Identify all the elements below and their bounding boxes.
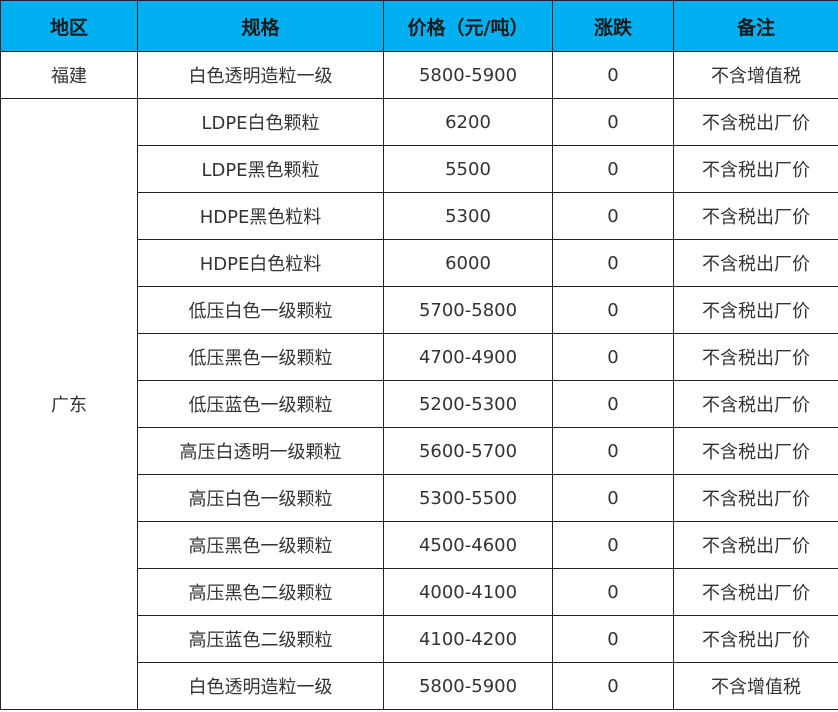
table-row: 低压蓝色一级颗粒 5200-5300 0 不含税出厂价	[1, 380, 838, 428]
table-body: 福建 白色透明造粒一级 5800-5900 0 不含增值税 广东 LDPE白色颗粒 6200 0…	[0, 51, 838, 710]
cell-price: 6200	[383, 98, 553, 146]
table-row: 福建 白色透明造粒一级 5800-5900 0 不含增值税	[0, 51, 838, 99]
table-row: 高压蓝色二级颗粒 4100-4200 0 不含税出厂价	[1, 615, 838, 663]
cell-spec: LDPE白色颗粒	[137, 98, 384, 146]
header-change: 涨跌	[552, 0, 674, 52]
cell-note: 不含税出厂价	[673, 333, 838, 381]
cell-spec: 高压黑色一级颗粒	[137, 521, 384, 569]
cell-change: 0	[552, 662, 674, 710]
cell-spec: 白色透明造粒一级	[137, 51, 384, 99]
cell-spec: LDPE黑色颗粒	[137, 145, 384, 193]
cell-price: 6000	[383, 239, 553, 287]
header-price: 价格（元/吨）	[383, 0, 553, 52]
cell-spec: 白色透明造粒一级	[137, 662, 384, 710]
cell-note: 不含税出厂价	[673, 239, 838, 287]
header-region: 地区	[0, 0, 138, 52]
table-row: HDPE黑色粒料 5300 0 不含税出厂价	[1, 192, 838, 240]
cell-price: 5800-5900	[383, 662, 553, 710]
cell-change: 0	[552, 474, 674, 522]
cell-price: 5200-5300	[383, 380, 553, 428]
cell-note: 不含税出厂价	[673, 380, 838, 428]
table-row: 低压白色一级颗粒 5700-5800 0 不含税出厂价	[1, 286, 838, 334]
cell-note: 不含税出厂价	[673, 192, 838, 240]
cell-spec: 低压蓝色一级颗粒	[137, 380, 384, 428]
cell-change: 0	[552, 145, 674, 193]
cell-change: 0	[552, 192, 674, 240]
cell-price: 5600-5700	[383, 427, 553, 475]
header-note: 备注	[673, 0, 838, 52]
cell-spec: HDPE黑色粒料	[137, 192, 384, 240]
cell-change: 0	[552, 239, 674, 287]
table-row: 白色透明造粒一级 5800-5900 0 不含增值税	[1, 662, 838, 710]
cell-change: 0	[552, 333, 674, 381]
cell-change: 0	[552, 380, 674, 428]
cell-note: 不含增值税	[673, 662, 838, 710]
cell-spec: HDPE白色粒料	[137, 239, 384, 287]
cell-price: 5700-5800	[383, 286, 553, 334]
cell-spec: 低压黑色一级颗粒	[137, 333, 384, 381]
cell-note: 不含税出厂价	[673, 615, 838, 663]
cell-region: 福建	[0, 51, 138, 99]
cell-spec: 高压蓝色二级颗粒	[137, 615, 384, 663]
cell-price: 4000-4100	[383, 568, 553, 616]
table-row: LDPE黑色颗粒 5500 0 不含税出厂价	[1, 145, 838, 193]
cell-change: 0	[552, 51, 674, 99]
cell-spec: 高压黑色二级颗粒	[137, 568, 384, 616]
cell-note: 不含税出厂价	[673, 427, 838, 475]
cell-note: 不含税出厂价	[673, 98, 838, 146]
cell-note: 不含增值税	[673, 51, 838, 99]
cell-note: 不含税出厂价	[673, 145, 838, 193]
cell-change: 0	[552, 568, 674, 616]
table-row: 低压黑色一级颗粒 4700-4900 0 不含税出厂价	[1, 333, 838, 381]
cell-price: 5300-5500	[383, 474, 553, 522]
cell-region: 广东	[0, 98, 138, 710]
cell-change: 0	[552, 98, 674, 146]
cell-price: 5800-5900	[383, 51, 553, 99]
cell-note: 不含税出厂价	[673, 286, 838, 334]
header-row: 地区 规格 价格（元/吨） 涨跌 备注	[0, 0, 838, 52]
cell-spec: 高压白色一级颗粒	[137, 474, 384, 522]
header-spec: 规格	[137, 0, 384, 52]
cell-price: 4500-4600	[383, 521, 553, 569]
cell-change: 0	[552, 286, 674, 334]
cell-price: 4100-4200	[383, 615, 553, 663]
cell-note: 不含税出厂价	[673, 568, 838, 616]
cell-spec: 低压白色一级颗粒	[137, 286, 384, 334]
cell-price: 4700-4900	[383, 333, 553, 381]
cell-note: 不含税出厂价	[673, 474, 838, 522]
table-row: HDPE白色粒料 6000 0 不含税出厂价	[1, 239, 838, 287]
table-row: 高压白透明一级颗粒 5600-5700 0 不含税出厂价	[1, 427, 838, 475]
cell-price: 5300	[383, 192, 553, 240]
cell-note: 不含税出厂价	[673, 521, 838, 569]
cell-price: 5500	[383, 145, 553, 193]
cell-change: 0	[552, 615, 674, 663]
cell-spec: 高压白透明一级颗粒	[137, 427, 384, 475]
cell-change: 0	[552, 521, 674, 569]
table-row: 高压白色一级颗粒 5300-5500 0 不含税出厂价	[1, 474, 838, 522]
cell-change: 0	[552, 427, 674, 475]
table-row: 广东 LDPE白色颗粒 6200 0 不含税出厂价	[0, 98, 838, 710]
table-row: 高压黑色一级颗粒 4500-4600 0 不含税出厂价	[1, 521, 838, 569]
